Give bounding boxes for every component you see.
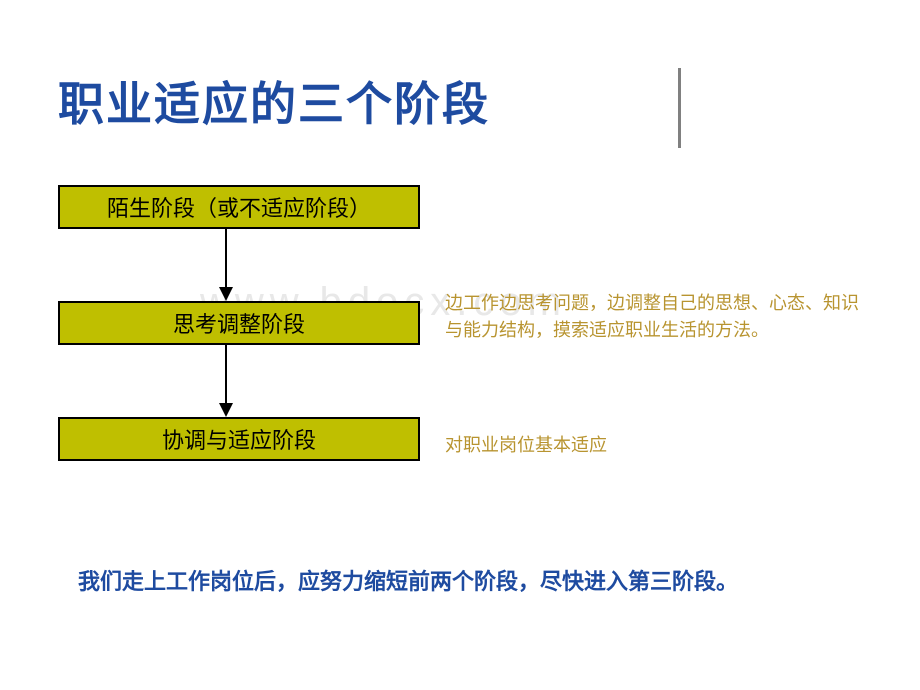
arrow-head-icon xyxy=(219,403,233,417)
stage-annotation-3: 对职业岗位基本适应 xyxy=(445,432,865,459)
stage-box-1: 陌生阶段（或不适应阶段） xyxy=(58,185,420,229)
title-divider xyxy=(678,68,681,148)
stage-label-1: 陌生阶段（或不适应阶段） xyxy=(107,191,371,223)
title-area: 职业适应的三个阶段 xyxy=(58,68,880,134)
arrow-line xyxy=(225,229,227,287)
flow-arrow-2 xyxy=(225,345,227,417)
arrow-head-icon xyxy=(219,287,233,301)
stage-box-2: 思考调整阶段 xyxy=(58,301,420,345)
flowchart: 陌生阶段（或不适应阶段） 思考调整阶段 协调与适应阶段 xyxy=(58,185,420,461)
bottom-note: 我们走上工作岗位后，应努力缩短前两个阶段，尽快进入第三阶段。 xyxy=(78,565,838,598)
stage-box-3: 协调与适应阶段 xyxy=(58,417,420,461)
arrow-line xyxy=(225,345,227,403)
page-title: 职业适应的三个阶段 xyxy=(58,68,490,134)
stage-label-3: 协调与适应阶段 xyxy=(162,423,316,455)
stage-label-2: 思考调整阶段 xyxy=(173,307,305,339)
flow-arrow-1 xyxy=(225,229,227,301)
stage-annotation-2: 边工作边思考问题，边调整自己的思想、心态、知识与能力结构，摸索适应职业生活的方法… xyxy=(445,290,865,344)
